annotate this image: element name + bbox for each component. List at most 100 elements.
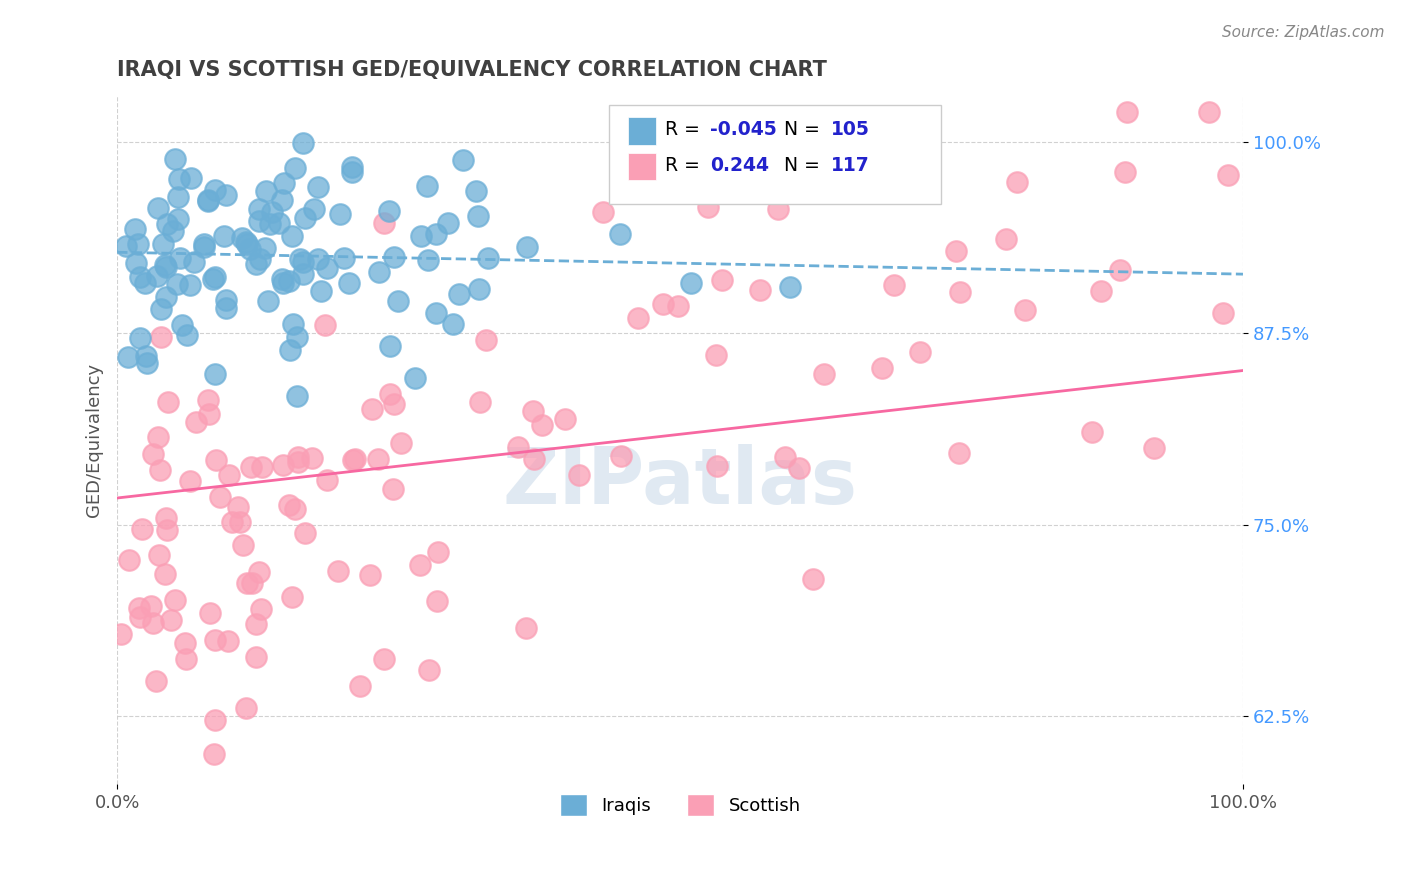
Point bbox=[1005, 175, 1028, 189]
Point bbox=[910, 344, 932, 359]
Point bbox=[179, 474, 201, 488]
Point bbox=[283, 317, 305, 331]
Point bbox=[284, 502, 307, 516]
Point bbox=[333, 251, 356, 265]
Point bbox=[193, 236, 215, 251]
Point bbox=[180, 170, 202, 185]
FancyBboxPatch shape bbox=[609, 104, 941, 204]
Point bbox=[775, 450, 797, 464]
Point bbox=[291, 255, 314, 269]
Point bbox=[287, 455, 309, 469]
Point bbox=[202, 272, 225, 286]
Point bbox=[1114, 165, 1136, 179]
Point bbox=[284, 161, 307, 175]
Point bbox=[267, 216, 290, 230]
Point bbox=[166, 277, 188, 292]
Point bbox=[349, 679, 371, 693]
Text: N =: N = bbox=[783, 156, 825, 175]
Point bbox=[155, 289, 177, 303]
Point bbox=[418, 664, 440, 678]
Point bbox=[706, 458, 728, 473]
Point bbox=[281, 590, 304, 604]
Point bbox=[704, 349, 727, 363]
Point bbox=[834, 165, 856, 179]
Point bbox=[281, 229, 304, 244]
Point bbox=[302, 202, 325, 216]
Point bbox=[249, 252, 271, 266]
Point bbox=[221, 515, 243, 529]
Point bbox=[183, 255, 205, 269]
Point bbox=[167, 172, 190, 186]
Point bbox=[367, 452, 389, 467]
Point bbox=[215, 293, 238, 308]
Point bbox=[235, 235, 257, 249]
Point bbox=[309, 284, 332, 298]
Point bbox=[148, 430, 170, 444]
Point bbox=[128, 600, 150, 615]
Point bbox=[155, 510, 177, 524]
Point bbox=[382, 482, 405, 496]
Point bbox=[359, 568, 381, 582]
Point bbox=[779, 280, 801, 294]
Point bbox=[468, 395, 491, 409]
Point bbox=[409, 558, 432, 572]
Point bbox=[142, 616, 165, 631]
Text: ZIPatlas: ZIPatlas bbox=[502, 443, 858, 520]
Point bbox=[247, 565, 270, 579]
Point bbox=[278, 343, 301, 358]
Point bbox=[270, 272, 292, 286]
Point bbox=[166, 212, 188, 227]
Point bbox=[437, 216, 460, 230]
Point bbox=[378, 203, 401, 218]
Point bbox=[197, 194, 219, 208]
Text: R =: R = bbox=[665, 120, 706, 139]
Point bbox=[128, 610, 150, 624]
Point bbox=[271, 276, 294, 290]
Point bbox=[666, 300, 689, 314]
Point bbox=[787, 461, 810, 475]
Point bbox=[467, 209, 489, 223]
Text: IRAQI VS SCOTTISH GED/EQUIVALENCY CORRELATION CHART: IRAQI VS SCOTTISH GED/EQUIVALENCY CORREL… bbox=[117, 60, 827, 79]
Point bbox=[169, 251, 191, 265]
Point bbox=[477, 251, 499, 265]
Point bbox=[174, 651, 197, 665]
Point bbox=[1014, 303, 1036, 318]
Point bbox=[204, 713, 226, 727]
Point bbox=[554, 412, 576, 426]
Point bbox=[1198, 104, 1220, 119]
Point bbox=[153, 567, 176, 582]
Point bbox=[231, 231, 253, 245]
Point bbox=[609, 227, 631, 241]
Point bbox=[226, 500, 249, 514]
Point bbox=[193, 240, 215, 254]
Point bbox=[240, 576, 263, 591]
Point bbox=[337, 276, 360, 290]
Point bbox=[294, 525, 316, 540]
Point bbox=[239, 242, 262, 256]
Point bbox=[139, 599, 162, 614]
Text: 117: 117 bbox=[831, 156, 870, 175]
Point bbox=[135, 349, 157, 363]
Point bbox=[166, 190, 188, 204]
Point bbox=[146, 201, 169, 215]
Point bbox=[217, 634, 239, 648]
Point bbox=[404, 370, 426, 384]
Point bbox=[271, 458, 294, 472]
Point bbox=[292, 267, 315, 281]
Point bbox=[378, 338, 401, 352]
Point bbox=[294, 211, 316, 226]
Point bbox=[516, 240, 538, 254]
FancyBboxPatch shape bbox=[628, 153, 657, 180]
Point bbox=[948, 285, 970, 300]
Point bbox=[156, 217, 179, 231]
Point bbox=[948, 446, 970, 460]
Point bbox=[135, 356, 157, 370]
Point bbox=[418, 252, 440, 267]
Point bbox=[215, 187, 238, 202]
Point bbox=[307, 252, 329, 267]
Point bbox=[387, 293, 409, 308]
Point bbox=[148, 548, 170, 562]
Point bbox=[198, 408, 221, 422]
Text: 105: 105 bbox=[831, 120, 870, 139]
Point bbox=[204, 183, 226, 197]
